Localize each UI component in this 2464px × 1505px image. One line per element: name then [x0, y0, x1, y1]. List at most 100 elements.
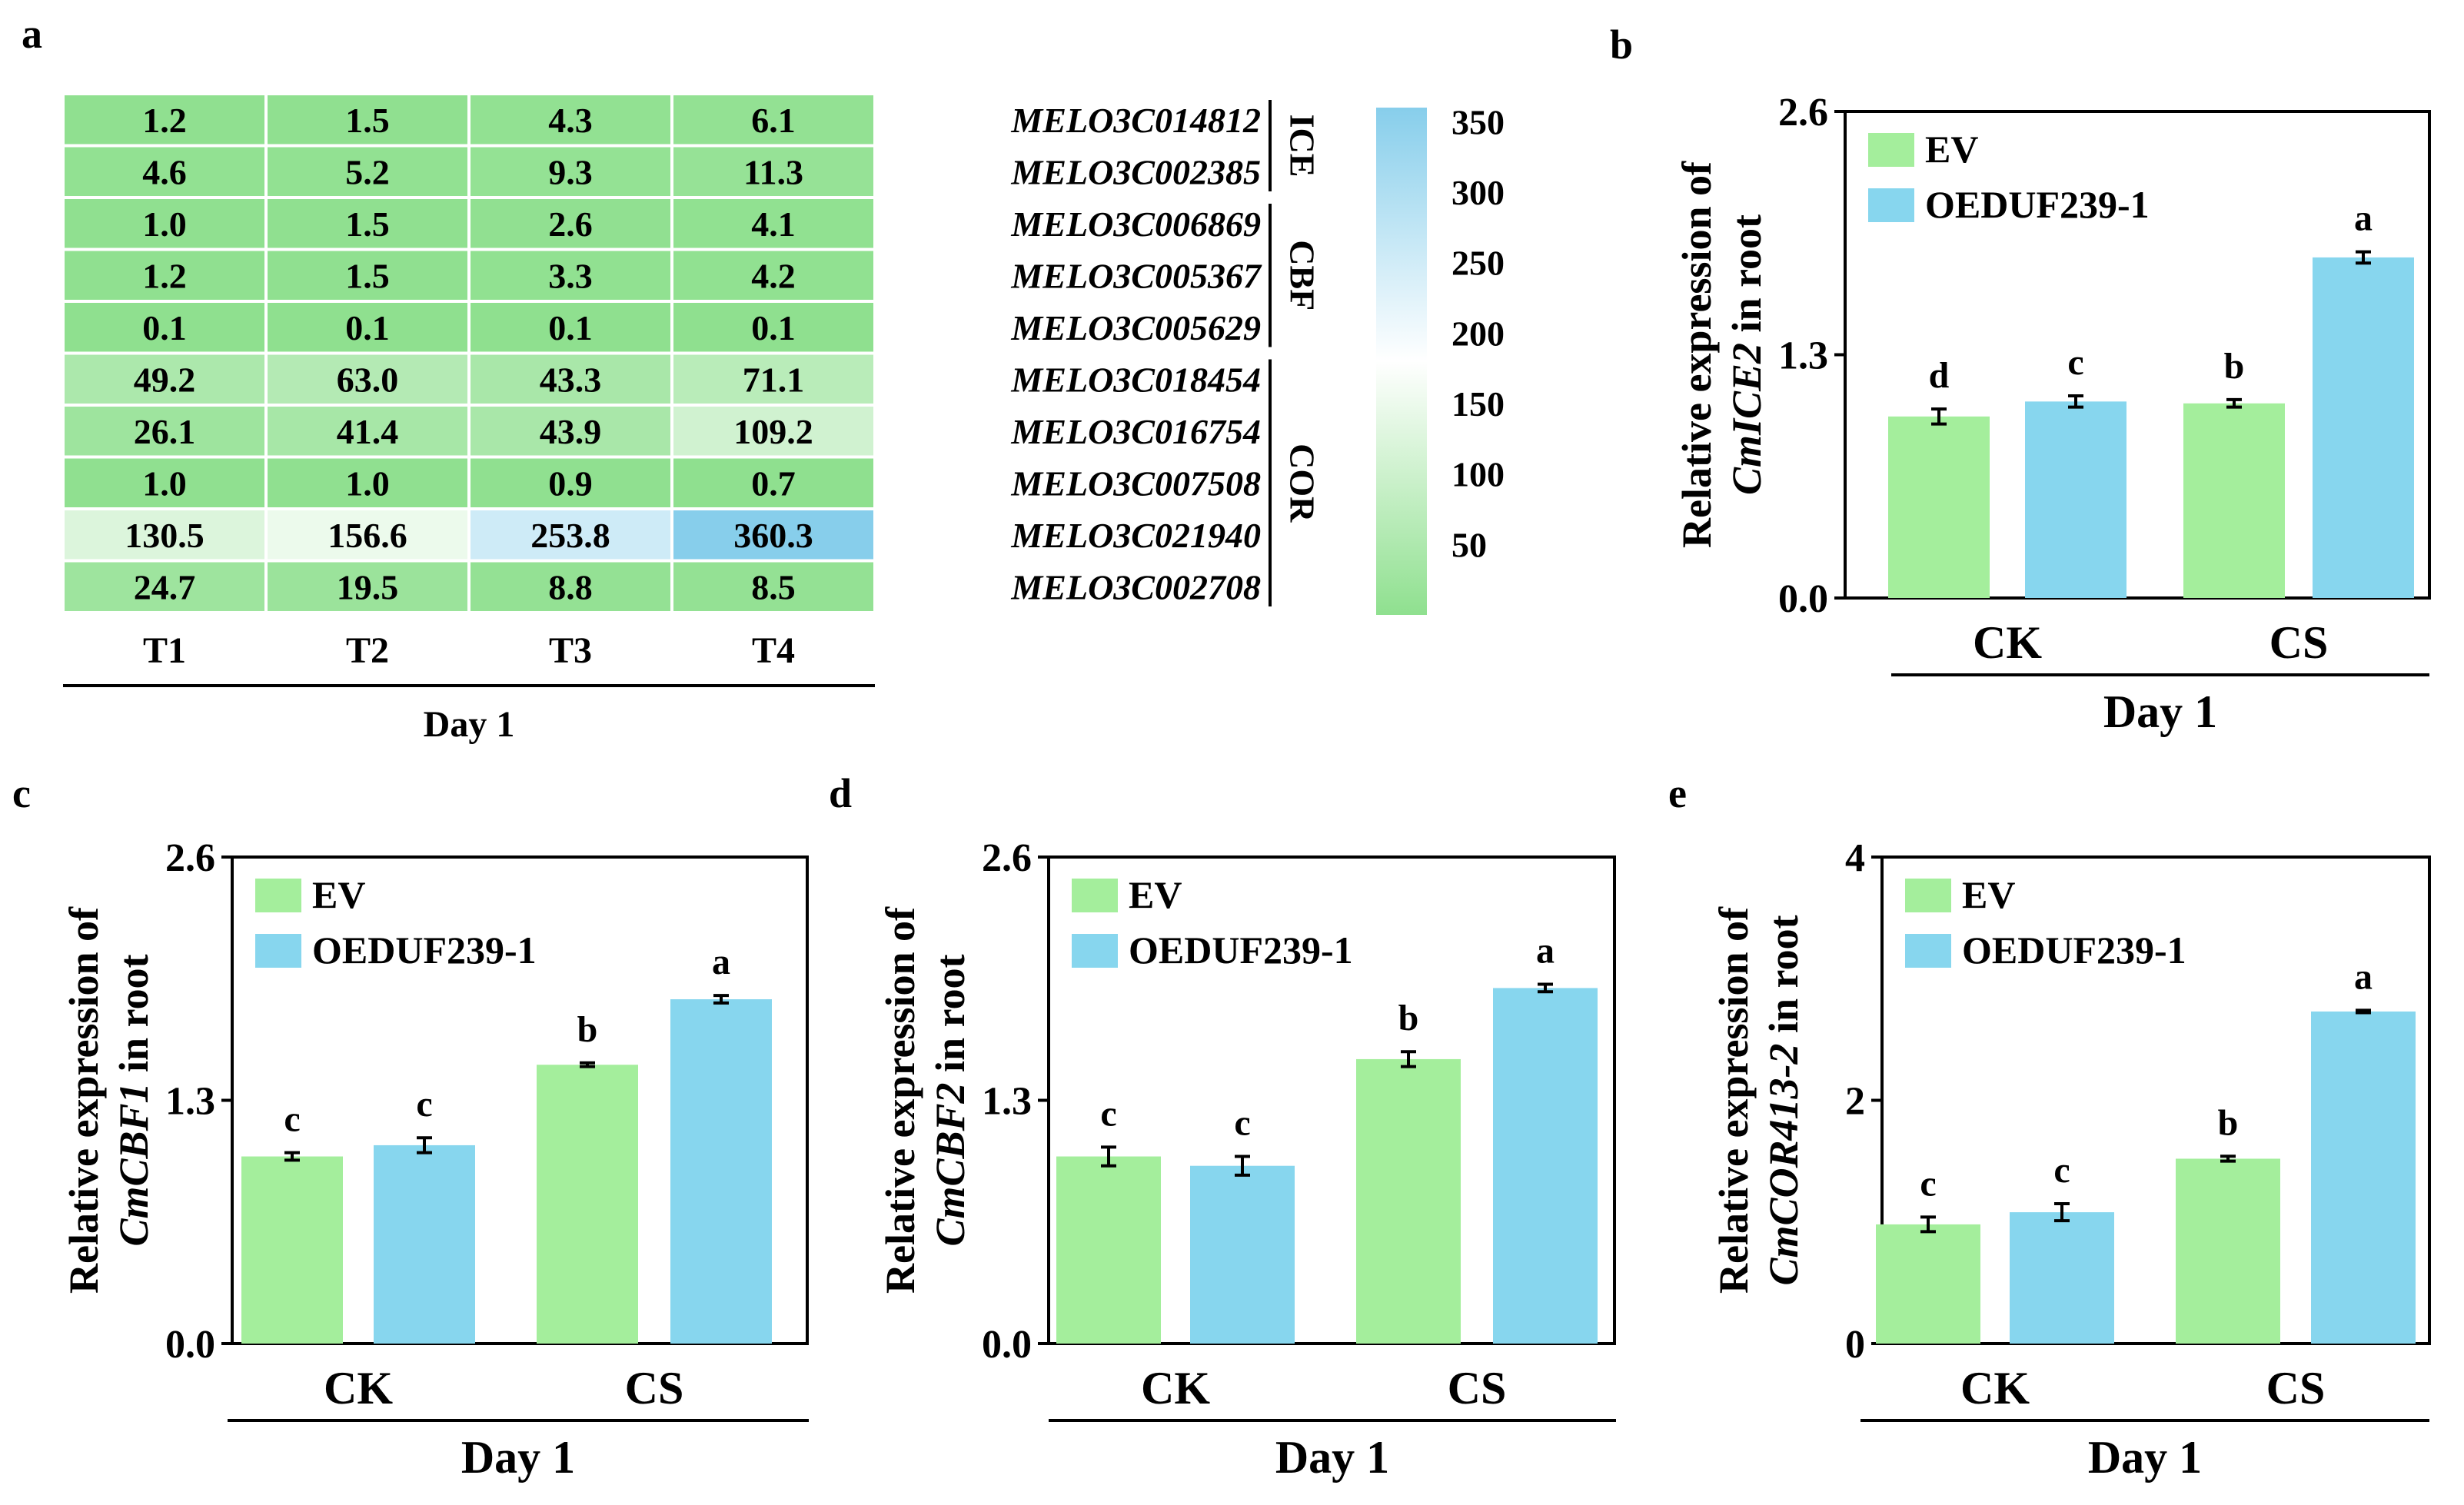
heatmap-row-gene-label: MELO3C002385: [1010, 152, 1261, 191]
colorbar-tick-label: 50: [1451, 525, 1487, 564]
heatmap-cell: [670, 196, 876, 251]
legend-swatch: [1905, 879, 1951, 912]
significance-letter: c: [1100, 1093, 1116, 1134]
significance-letter: c: [2053, 1150, 2070, 1191]
heatmap-cell: [670, 559, 876, 614]
heatmap-row-gene-label: MELO3C018454: [1010, 360, 1261, 399]
panel-c-bar-chart: c 0.0 1.3 2.6 Relative expression of CmCBF1 i…: [12, 770, 809, 1483]
x-axis-label: Day 1: [2088, 1432, 2202, 1483]
bar-OEDUF239-1-CK: [1190, 1165, 1295, 1344]
heatmap-column-label: T3: [549, 630, 592, 671]
heatmap-cell: [264, 300, 471, 355]
y-tick-label: 2.6: [165, 836, 215, 880]
heatmap-cell: [62, 351, 268, 407]
heatmap-cell-value: 8.5: [751, 567, 796, 606]
heatmap-cell-value: 63.0: [337, 360, 399, 399]
y-tick-label: 2.6: [982, 836, 1032, 880]
heatmap-cell-value: 6.1: [751, 101, 796, 140]
heatmap-cell: [62, 404, 268, 459]
heatmap-cell-value: 49.2: [134, 360, 196, 399]
bar-EV-CK: [1056, 1156, 1161, 1344]
y-tick-label: 2.6: [1778, 91, 1828, 135]
heatmap-row-gene-label: MELO3C005367: [1010, 256, 1262, 295]
panel-label-b: b: [1610, 22, 1633, 68]
significance-letter: a: [1536, 931, 1555, 972]
heatmap-row-gene-label: MELO3C007508: [1010, 463, 1261, 503]
bar-EV-CK: [1876, 1224, 1980, 1344]
y-axis-gene-name: CmCOR413-2: [1761, 1043, 1807, 1285]
significance-letter: b: [2218, 1102, 2239, 1143]
y-tick-label: 0.0: [1778, 577, 1828, 621]
bar-OEDUF239-1-CS: [2311, 1011, 2416, 1344]
y-tick-label: 0.0: [982, 1323, 1032, 1367]
colorbar-tick-label: 100: [1451, 455, 1505, 494]
heatmap-cell-value: 1.5: [345, 101, 390, 140]
x-category-label: CS: [2269, 617, 2329, 668]
heatmap-cell-value: 4.3: [548, 101, 593, 140]
heatmap-row-gene-label: MELO3C006869: [1010, 204, 1261, 244]
y-axis-label-suffix: in root: [1724, 214, 1770, 343]
heatmap-cell-value: 3.3: [548, 256, 593, 295]
heatmap-cell-value: 1.0: [142, 463, 187, 503]
colorbar: [1376, 108, 1427, 615]
legend-swatch: [1072, 879, 1118, 912]
heatmap-cell: [264, 248, 471, 303]
heatmap-row-gene-label: MELO3C021940: [1010, 516, 1261, 555]
y-axis-gene-name: CmCBF2: [927, 1082, 973, 1246]
heatmap-row-gene-label: MELO3C016754: [1010, 412, 1261, 451]
heatmap-cell-value: 43.3: [540, 360, 602, 399]
heatmap-cell: [670, 404, 876, 459]
y-axis-label-suffix: in root: [927, 954, 973, 1082]
heatmap-cell-value: 130.5: [125, 516, 205, 555]
bar-OEDUF239-1-CK: [2025, 401, 2126, 598]
bar-EV-CS: [537, 1065, 638, 1344]
significance-letter: b: [577, 1009, 598, 1050]
x-axis-label: Day 1: [1275, 1432, 1389, 1483]
bar-OEDUF239-1-CK: [374, 1145, 475, 1344]
heatmap-cell: [264, 92, 471, 148]
heatmap-cell-value: 0.1: [751, 308, 796, 347]
heatmap-cell-value: 156.6: [328, 516, 407, 555]
heatmap-cell: [264, 404, 471, 459]
heatmap-cell-value: 253.8: [530, 516, 610, 555]
heatmap-cell: [467, 300, 673, 355]
legend-label: OEDUF239-1: [312, 929, 537, 972]
panel-label-a: a: [22, 11, 42, 57]
y-axis-label: Relative expression of: [61, 906, 107, 1294]
x-category-label: CK: [1960, 1363, 2030, 1414]
heatmap-cell: [62, 92, 268, 148]
significance-letter: b: [1398, 998, 1419, 1038]
legend-label: OEDUF239-1: [1129, 929, 1353, 972]
legend-swatch: [255, 879, 301, 912]
bar-OEDUF239-1-CS: [670, 999, 772, 1344]
panel-a-heatmap: a 1.2 1.5 4.3 6.1 MELO3C014812 4.6 5.2 9.3 11.3 ME…: [22, 11, 1505, 745]
significance-letter: c: [1234, 1103, 1250, 1144]
heatmap-cell-value: 19.5: [337, 567, 399, 606]
heatmap-cell: [467, 559, 673, 614]
legend-swatch: [1868, 133, 1914, 167]
bar-EV-CS: [2176, 1158, 2280, 1344]
y-tick-label: 0: [1845, 1323, 1865, 1367]
legend-swatch: [255, 934, 301, 968]
x-category-label: CK: [324, 1363, 393, 1414]
heatmap-cell-value: 0.7: [751, 463, 796, 503]
heatmap-column-label: T1: [143, 630, 186, 671]
x-category-label: CK: [1141, 1363, 1210, 1414]
y-axis-label: Relative expression of: [877, 906, 923, 1294]
bar-EV-CK: [241, 1156, 343, 1344]
y-tick-label: 0.0: [165, 1323, 215, 1367]
bar-OEDUF239-1-CS: [2313, 257, 2414, 598]
y-tick-label: 1.3: [1778, 334, 1828, 378]
group-label: ICE: [1283, 115, 1322, 178]
legend-label: EV: [1129, 873, 1182, 916]
heatmap-row-gene-label: MELO3C014812: [1010, 101, 1261, 140]
x-category-label: CK: [1973, 617, 2042, 668]
legend-swatch: [1868, 188, 1914, 222]
y-tick-label: 1.3: [982, 1080, 1032, 1124]
legend-label: EV: [1925, 128, 1978, 171]
significance-letter: c: [416, 1084, 432, 1125]
colorbar-tick-label: 350: [1451, 102, 1505, 141]
heatmap-cell-value: 9.3: [548, 152, 593, 191]
heatmap-cell-value: 41.4: [337, 412, 399, 451]
y-axis-gene-name: CmICE2: [1724, 343, 1770, 495]
